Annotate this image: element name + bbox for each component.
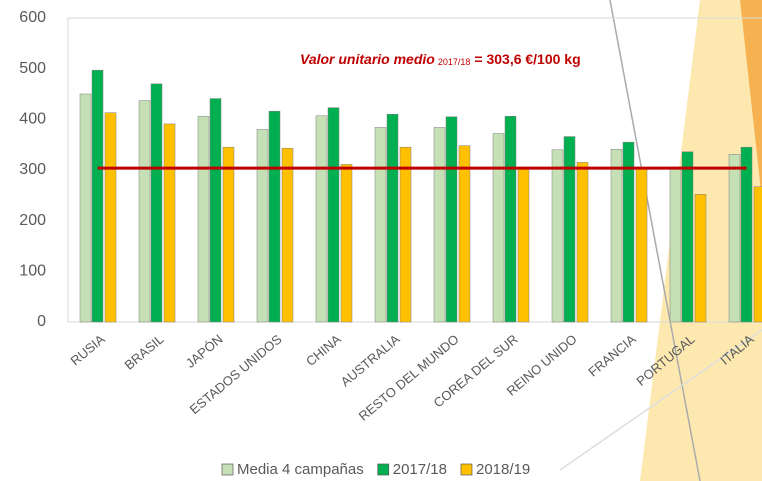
bar xyxy=(223,147,234,322)
bar xyxy=(282,148,293,322)
bar xyxy=(611,149,622,322)
legend-swatch xyxy=(378,464,389,475)
bar xyxy=(446,117,457,322)
y-tick-label: 0 xyxy=(37,313,46,330)
x-tick-label: JAPÓN xyxy=(183,331,226,370)
bar xyxy=(729,154,740,322)
bar xyxy=(493,134,504,322)
bar xyxy=(400,147,411,322)
bar xyxy=(328,108,339,322)
bar xyxy=(164,124,175,322)
bar xyxy=(257,129,268,322)
bar xyxy=(387,114,398,322)
bar xyxy=(80,94,91,322)
bar xyxy=(105,113,116,322)
bar xyxy=(695,194,706,322)
y-tick-label: 500 xyxy=(19,60,46,77)
bar xyxy=(459,146,470,322)
bar xyxy=(198,116,209,322)
y-tick-label: 200 xyxy=(19,212,46,229)
bar xyxy=(564,137,575,322)
bar xyxy=(670,167,681,322)
bar xyxy=(92,70,103,322)
bar xyxy=(552,150,563,322)
x-tick-label: BRASIL xyxy=(122,331,167,372)
legend-swatch xyxy=(461,464,472,475)
chart: Valor unitario medio2017/18= 303,6 €/100… xyxy=(0,0,762,481)
bar xyxy=(151,84,162,322)
x-tick-label: CHINA xyxy=(303,331,344,369)
bar xyxy=(518,168,529,322)
bar xyxy=(505,116,516,322)
bar xyxy=(434,127,445,322)
legend-label: 2017/18 xyxy=(393,461,447,478)
plot xyxy=(80,70,762,322)
bar xyxy=(636,169,647,322)
annotation-suffix: = 303,6 €/100 kg xyxy=(474,51,580,67)
legend-label: Media 4 campañas xyxy=(237,461,364,478)
bar xyxy=(741,147,752,322)
bar xyxy=(375,127,386,322)
legend-label: 2018/19 xyxy=(476,461,530,478)
x-tick-label: RESTO DEL MUNDO xyxy=(356,331,462,423)
bar xyxy=(754,187,762,322)
bar xyxy=(577,162,588,322)
x-tick-label: FRANCIA xyxy=(585,331,639,379)
bar xyxy=(316,116,327,322)
annotation-subscript: 2017/18 xyxy=(438,57,471,67)
bar xyxy=(139,101,150,322)
annotation-text: Valor unitario medio xyxy=(300,51,435,67)
bar xyxy=(269,111,280,322)
bar xyxy=(682,152,693,322)
bar xyxy=(210,99,221,322)
bar xyxy=(341,164,352,322)
y-tick-label: 300 xyxy=(19,161,46,178)
legend-swatch xyxy=(222,464,233,475)
y-tick-label: 600 xyxy=(19,9,46,26)
y-tick-label: 100 xyxy=(19,263,46,280)
y-tick-label: 400 xyxy=(19,111,46,128)
x-tick-label: RUSIA xyxy=(68,331,108,368)
